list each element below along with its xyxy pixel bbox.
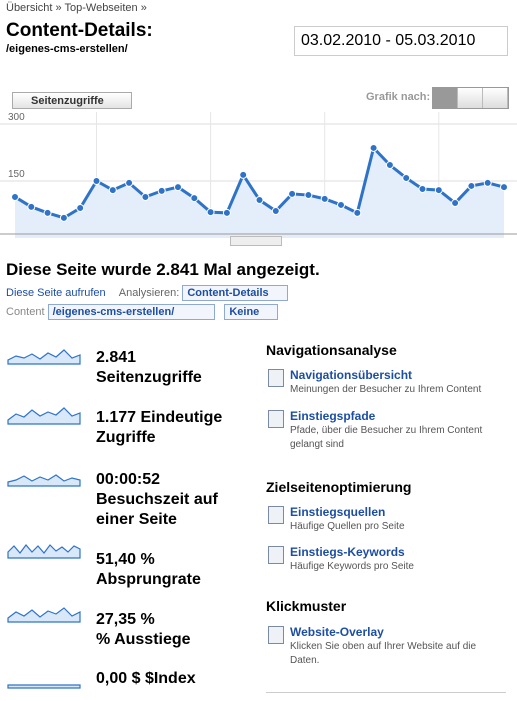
metric-label: Besuchszeit auf einer Seite [96, 491, 218, 528]
day-button[interactable] [433, 88, 458, 108]
point [157, 186, 166, 195]
item-desc: Klicken Sie oben auf Ihrer Website auf d… [290, 641, 477, 666]
point [190, 194, 199, 203]
metric-value: 00:00:52 [96, 471, 161, 488]
metric: 2.841 Seitenzugriffe [96, 348, 256, 388]
metric-label: Seitenzugriffe [96, 369, 202, 386]
section-title: Klickmuster [266, 598, 347, 614]
metric: 0,00 $ $Index [96, 669, 256, 689]
icon [268, 410, 284, 428]
point [337, 200, 345, 209]
metric: 1.177 Eindeutige Zugriffe [96, 408, 256, 448]
item-link[interactable]: Einstiegs-Keywords [290, 545, 405, 559]
icon [268, 626, 284, 644]
analyze-label: Analysieren: [118, 287, 180, 299]
point [418, 184, 427, 193]
icon [268, 369, 284, 387]
nav-item[interactable]: Navigationsübersicht Meinungen der Besuch… [290, 367, 505, 397]
metric-value: 51,40 % [96, 551, 155, 568]
content-select[interactable]: /eigenes-cms-erstellen/ [47, 304, 216, 320]
item-desc: Meinungen der Besucher zu Ihrem Content [290, 384, 482, 395]
item-desc: Häufige Keywords pro Seite [290, 561, 414, 572]
week-button[interactable] [458, 88, 483, 108]
point [43, 208, 52, 217]
graph-buttons [432, 87, 509, 109]
point [174, 183, 182, 192]
metric-label: Absprungrate [96, 571, 201, 588]
y-tick-label: 300 [8, 112, 25, 123]
graph-by-label: Grafik nach: [366, 91, 431, 103]
sparklines [7, 349, 81, 689]
item-desc: Häufige Quellen pro Seite [290, 521, 405, 532]
page-title: Content-Details: [6, 20, 153, 41]
analyze-select[interactable]: Content-Details [182, 285, 288, 301]
point [402, 173, 411, 182]
nav-item[interactable]: Einstiegsquellen Häufige Quellen pro Seit… [290, 504, 505, 534]
point [239, 170, 248, 179]
open-page-link[interactable]: Diese Seite aufrufen [6, 287, 106, 299]
content-row: Content /eigenes-cms-erstellen/ Keine [6, 304, 279, 320]
point [467, 181, 476, 190]
nav-item[interactable]: Einstiegs-Keywords Häufige Keywords pro S… [290, 544, 505, 574]
metric-value: 27,35 % [96, 611, 155, 628]
nav-item[interactable]: Einstiegspfade Pfade, über die Besucher z… [290, 408, 505, 452]
content-label: Content [6, 306, 45, 318]
metric-selector[interactable]: Seitenzugriffe [12, 92, 132, 109]
point [271, 207, 280, 216]
point [369, 143, 378, 152]
divider [266, 692, 506, 693]
section-title: Zielseitenoptimierung [266, 479, 412, 495]
page-path: /eigenes-cms-erstellen/ [6, 43, 128, 55]
point [353, 208, 362, 217]
point [222, 208, 231, 217]
nav-item[interactable]: Website-Overlay Klicken Sie oben auf Ihre… [290, 624, 505, 668]
item-link[interactable]: Website-Overlay [290, 625, 384, 639]
compare-select[interactable]: Keine [224, 304, 279, 320]
point [92, 177, 101, 185]
point [59, 213, 68, 222]
item-link[interactable]: Navigationsübersicht [290, 368, 413, 382]
point [108, 186, 117, 195]
item-desc: Pfade, über die Besucher zu Ihrem Conten… [290, 425, 483, 450]
point [451, 199, 460, 208]
point [500, 183, 508, 192]
point [288, 189, 297, 198]
metric: 51,40 % Absprungrate [96, 550, 256, 590]
month-button[interactable] [483, 88, 508, 108]
point [320, 194, 329, 203]
metric-value: 1.177 [96, 409, 137, 426]
section-title: Navigationsanalyse [266, 342, 397, 358]
point [304, 191, 313, 200]
point [434, 186, 443, 195]
point [483, 178, 492, 187]
point [255, 196, 264, 204]
area [15, 147, 504, 238]
icon [268, 546, 284, 564]
summary: Diese Seite wurde 2.841 Mal angezeigt. [6, 260, 320, 279]
date-range[interactable]: 03.02.2010 - 05.03.2010 [294, 26, 508, 56]
metric-value: 2.841 [96, 349, 137, 366]
breadcrumb[interactable]: Übersicht » Top-Webseiten » [6, 2, 147, 14]
icon [268, 506, 284, 524]
item-link[interactable]: Einstiegspfade [290, 409, 376, 423]
metric: 00:00:52 Besuchszeit auf einer Seite [96, 470, 246, 530]
point [11, 192, 19, 201]
metric-label: Eindeutige Zugriffe [96, 409, 223, 446]
point [125, 178, 134, 187]
metric: 27,35 % % Ausstiege [96, 610, 256, 650]
y-tick-label: 150 [8, 169, 25, 180]
point [27, 202, 36, 211]
item-link[interactable]: Einstiegsquellen [290, 505, 386, 519]
point [206, 208, 215, 217]
metric-label: % Ausstiege [96, 631, 191, 648]
metric-label: $Index [144, 670, 196, 687]
chart-toggle[interactable] [230, 236, 282, 246]
chart: 1503008. Feb15. Feb22. Feb1. Mär [0, 112, 517, 238]
metric-value: 0,00 $ [96, 670, 141, 687]
point [141, 192, 150, 201]
point [385, 161, 394, 170]
controls-row: Diese Seite aufrufen Analysieren: Conten… [6, 285, 288, 301]
point [76, 203, 85, 212]
